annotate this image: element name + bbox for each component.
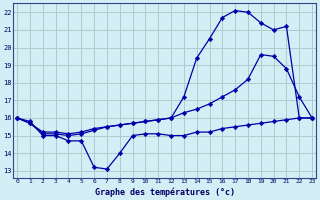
X-axis label: Graphe des températures (°c): Graphe des températures (°c) — [95, 187, 235, 197]
